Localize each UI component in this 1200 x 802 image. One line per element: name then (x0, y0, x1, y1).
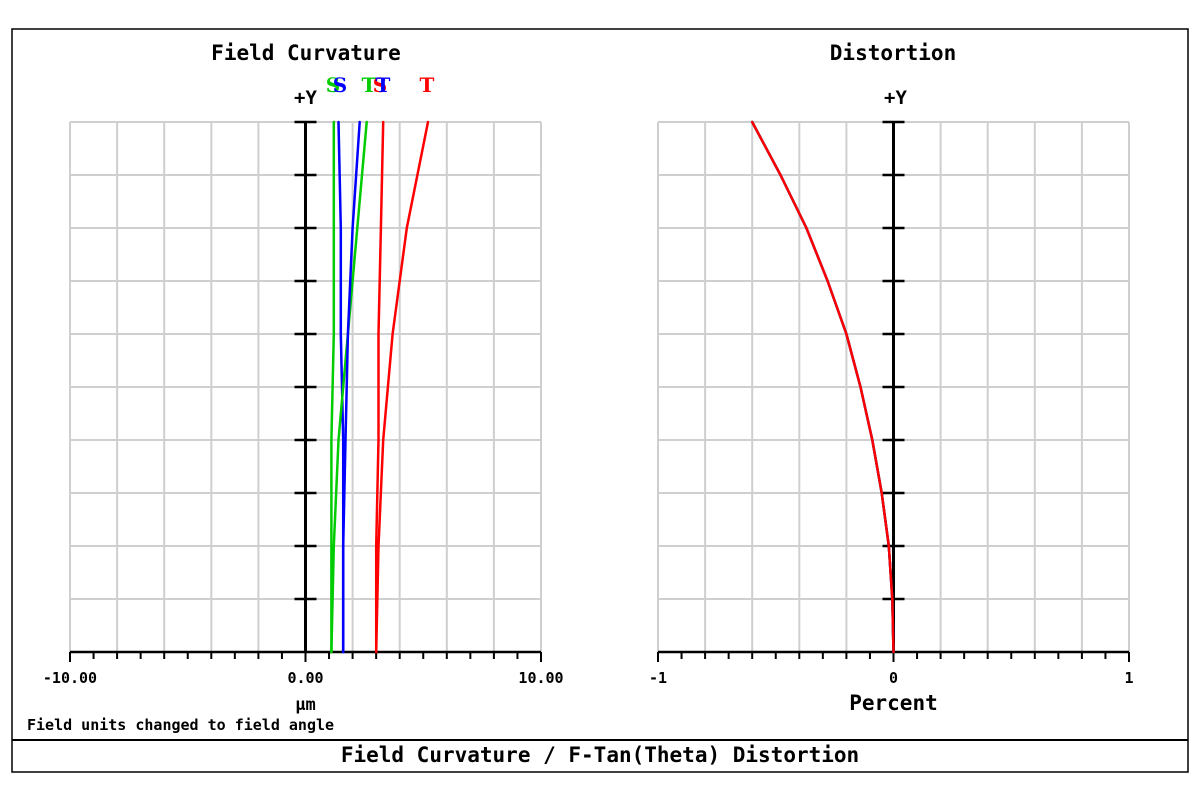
chart-title: Distortion (830, 41, 956, 65)
y-axis-label: +Y (884, 87, 907, 109)
series-line (750, 120, 895, 654)
x-tick-label: 1 (1124, 669, 1133, 687)
y-axis-label: +Y (294, 87, 317, 109)
x-tick-label: 0.00 (287, 669, 323, 687)
x-tick-label: 0 (889, 669, 898, 687)
series-line (374, 120, 430, 654)
x-tick-label: 10.00 (518, 669, 563, 687)
legend-label: T (420, 73, 435, 97)
series-line (341, 120, 361, 654)
x-axis-label: Percent (849, 691, 938, 715)
series-line (330, 120, 368, 654)
x-axis-label: µm (295, 695, 315, 715)
legend-label: T (362, 73, 377, 97)
legend-label: S (373, 73, 387, 97)
series-line (374, 120, 385, 654)
x-tick-label: -1 (649, 669, 667, 687)
legend-label: T (376, 73, 391, 97)
footer-title: Field Curvature / F-Tan(Theta) Distortio… (341, 743, 859, 767)
outer-frame (11, 28, 1189, 773)
footer-note: Field units changed to field angle (27, 716, 334, 734)
legend-label: S (333, 73, 347, 97)
x-tick-label: -10.00 (43, 669, 97, 687)
distortion-panel: -1 0 1 Percent Distortion +Y (649, 41, 1134, 715)
legend-label: S (326, 73, 340, 97)
chart-title: Field Curvature (211, 41, 401, 65)
series-line (330, 120, 336, 654)
